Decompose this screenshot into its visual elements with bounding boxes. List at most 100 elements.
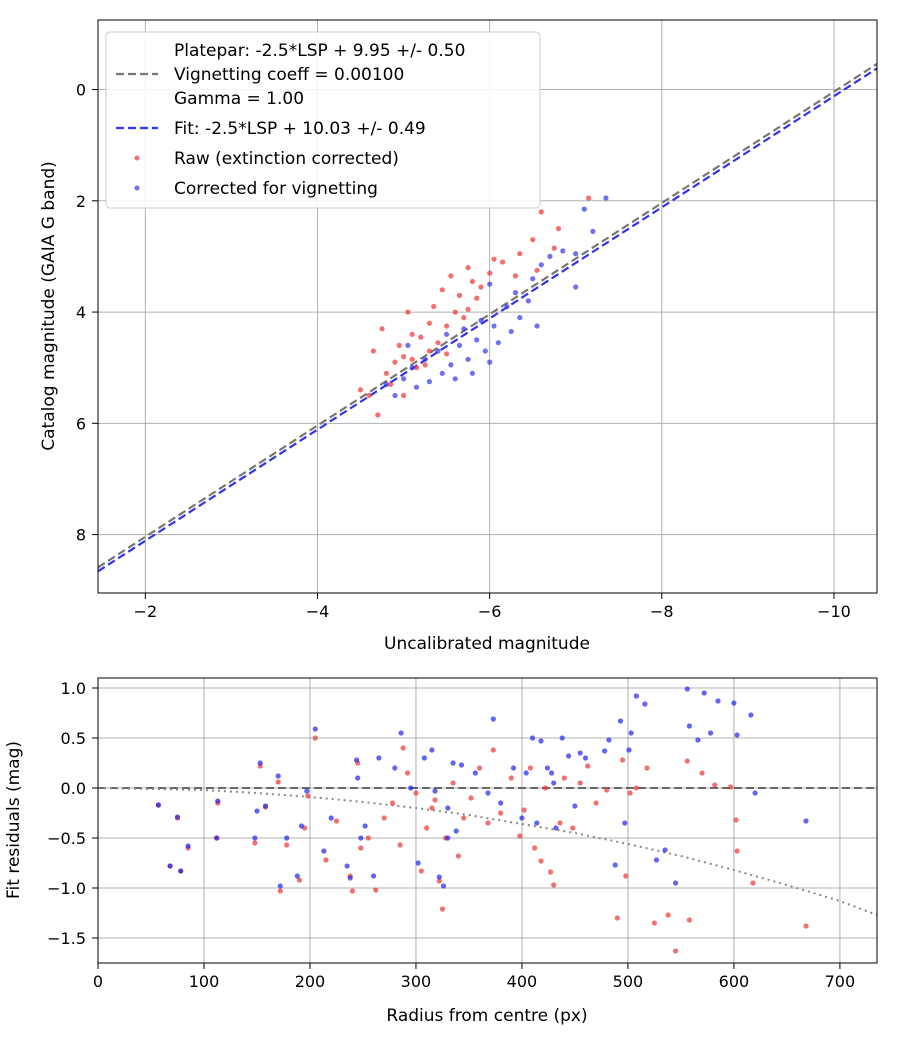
plot2-raw-point xyxy=(490,747,496,753)
plot2-corrected-point xyxy=(472,770,478,776)
plot1-ytick-label: 0 xyxy=(76,81,86,100)
plot1-corrected-point xyxy=(491,323,497,329)
plot2-raw-point xyxy=(390,800,396,806)
plot1-raw-point xyxy=(465,265,471,271)
plot2-corrected-point xyxy=(453,828,459,834)
plot1-xtick-label: −4 xyxy=(306,602,330,621)
legend-label-fit: Fit: -2.5*LSP + 10.03 +/- 0.49 xyxy=(174,119,426,139)
plot2-corrected-point xyxy=(421,755,427,761)
plot2-corrected-point xyxy=(566,753,572,759)
plot1-corrected-point xyxy=(487,281,493,287)
plot2-corrected-point xyxy=(215,798,221,804)
plot1-raw-point xyxy=(435,340,441,346)
plot1-corrected-point xyxy=(452,376,458,382)
plot2-raw-point xyxy=(461,815,467,821)
plot1-raw-point xyxy=(388,381,394,387)
legend-label-platepar: Platepar: -2.5*LSP + 9.95 +/- 0.50 xyxy=(174,41,465,61)
plot2-raw-point xyxy=(803,923,809,929)
plot2-corrected-point xyxy=(174,814,181,820)
plot2-corrected-point xyxy=(355,775,361,781)
plot2-corrected-point xyxy=(294,873,300,879)
plot2-ytick-label: −1.0 xyxy=(47,879,86,898)
plot2-raw-point xyxy=(432,797,438,803)
plot2-corrected-point xyxy=(701,690,707,696)
plot2-raw-point xyxy=(750,880,756,886)
plot2-corrected-point xyxy=(257,760,263,766)
plot2-raw-point xyxy=(296,877,302,883)
plot2-corrected-point xyxy=(612,862,618,868)
plot1-raw-point xyxy=(375,412,381,418)
plot2-corrected-point xyxy=(577,750,583,756)
plot2-corrected-point xyxy=(358,835,364,841)
plot1-corrected-point xyxy=(487,359,493,365)
plot1-corrected-point xyxy=(504,303,510,310)
plot1-corrected-point xyxy=(413,384,420,390)
plot2-corrected-point xyxy=(544,765,551,771)
plot1-raw-point xyxy=(448,273,454,279)
plot1-raw-point xyxy=(370,348,376,354)
plot1-raw-point xyxy=(478,284,484,290)
plot1-raw-point xyxy=(500,259,506,265)
plot2-raw-point xyxy=(627,790,633,796)
plot2-raw-point xyxy=(450,780,456,786)
plot2-raw-point xyxy=(498,810,504,816)
plot1-corrected-point xyxy=(383,381,389,387)
plot1-corrected-point xyxy=(435,348,441,354)
plot2-corrected-point xyxy=(617,718,624,724)
plot1-ylabel: Catalog magnitude (GAIA G band) xyxy=(39,161,59,451)
plot2-raw-point xyxy=(312,735,318,741)
plot2-raw-point xyxy=(604,787,610,793)
plot1-ytick-label: 6 xyxy=(76,414,86,433)
plot1-corrected-point xyxy=(465,356,471,362)
plot1-corrected-point xyxy=(547,253,553,259)
plot2-corrected-point xyxy=(748,712,754,718)
plot2-corrected-point xyxy=(347,875,353,881)
plot1-raw-point xyxy=(487,270,493,276)
plot2-raw-point xyxy=(651,920,658,926)
plot1-raw-point xyxy=(538,209,544,215)
plot1-raw-point xyxy=(426,320,432,326)
plot1-raw-point xyxy=(551,245,557,251)
plot2-corrected-point xyxy=(408,785,414,791)
plot1-corrected-point xyxy=(422,356,428,362)
plot2-raw-point xyxy=(418,868,424,874)
plot2-raw-point xyxy=(538,858,544,864)
plot2-xtick-label: 500 xyxy=(613,972,644,991)
plot1-corrected-point xyxy=(448,362,454,368)
plot1-raw-point xyxy=(426,348,432,354)
plot1-raw-point xyxy=(530,237,536,243)
plot2-corrected-point xyxy=(344,863,350,869)
plot2-raw-point xyxy=(633,785,640,791)
plot1-corrected-point xyxy=(409,365,415,371)
plot2-raw-point xyxy=(305,793,311,799)
plot2-corrected-point xyxy=(498,800,504,806)
plot1-raw-point xyxy=(555,226,562,232)
plot1-corrected-point xyxy=(392,392,398,399)
plot2-raw-point xyxy=(570,825,576,831)
plot2-lines xyxy=(98,787,877,916)
plot2-corrected-point xyxy=(277,883,283,889)
plot1-raw-point xyxy=(401,392,407,399)
plot1-raw-point xyxy=(469,278,475,285)
legend: Platepar: -2.5*LSP + 9.95 +/- 0.50 Vigne… xyxy=(105,31,541,209)
legend-label-gamma: Gamma = 1.00 xyxy=(174,89,304,109)
plot2-corrected-point xyxy=(734,732,740,738)
plot2-raw-point xyxy=(455,853,461,859)
plot1-corrected-point xyxy=(495,340,501,346)
plot1-corrected-point xyxy=(478,317,484,323)
plot2-corrected-point xyxy=(440,883,447,889)
plot2-xtick-label: 400 xyxy=(507,972,538,991)
plot2-corrected-point xyxy=(185,843,191,849)
plot2-raw-point xyxy=(323,857,329,863)
plot1-corrected-point xyxy=(474,337,480,343)
plot2-raw-point xyxy=(734,848,740,854)
plot2-corrected-point xyxy=(626,747,632,753)
plot1-raw-point xyxy=(409,331,415,337)
plot2-corrected-point xyxy=(602,748,608,754)
plot1-raw-point xyxy=(491,256,497,262)
plot2-corrected-point xyxy=(606,737,612,743)
plot2-corrected-point xyxy=(622,820,628,826)
plot2-corrected-point xyxy=(178,868,184,874)
plot2-corrected-point xyxy=(398,730,404,736)
plot2-corrected-point xyxy=(275,773,281,779)
